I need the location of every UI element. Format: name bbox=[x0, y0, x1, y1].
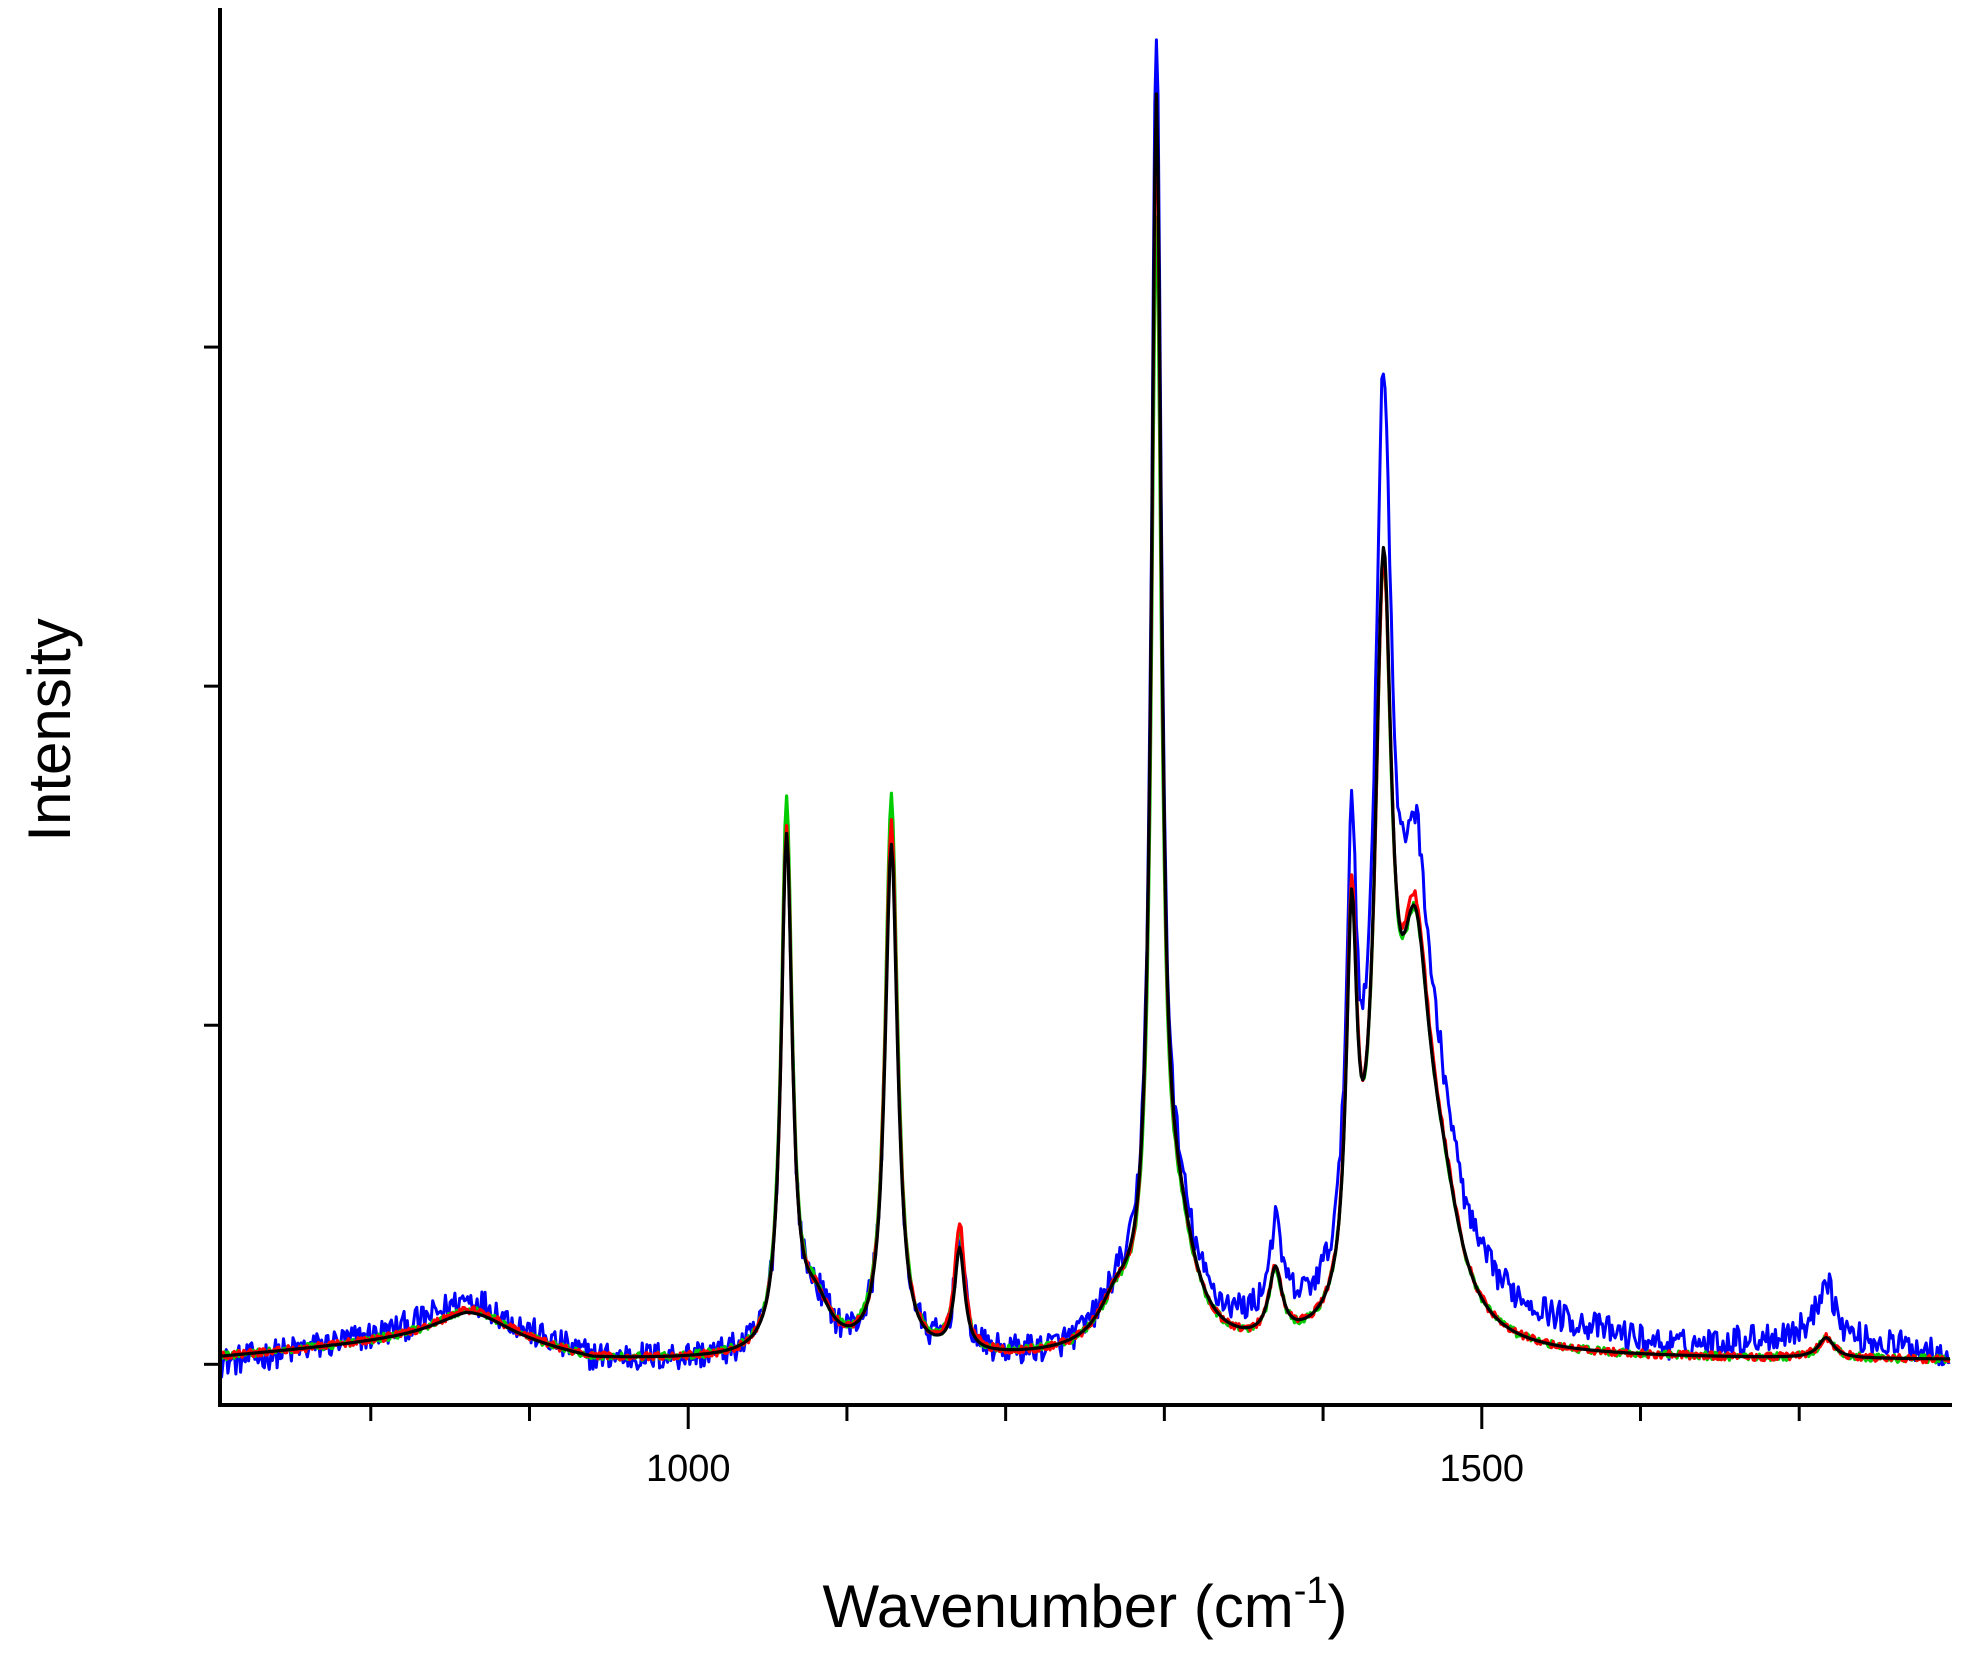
spectrum-series-2 bbox=[218, 215, 1951, 1365]
spectrum-series-1 bbox=[219, 38, 1951, 1379]
x-axis-title: Wavenumber (cm-1) bbox=[823, 1570, 1348, 1640]
series-layer bbox=[218, 38, 1951, 1379]
x-tick-label-1000: 1000 bbox=[646, 1448, 731, 1490]
x-axis-title-main: Wavenumber (cm bbox=[823, 1573, 1294, 1640]
x-tick-label-1500: 1500 bbox=[1440, 1448, 1525, 1490]
x-axis-title-superscript: -1 bbox=[1294, 1570, 1328, 1612]
spectrum-series-4 bbox=[219, 92, 1951, 1361]
x-axis-title-close: ) bbox=[1328, 1573, 1348, 1640]
y-ticks bbox=[204, 345, 220, 1366]
y-axis-title: Intensity bbox=[16, 618, 83, 841]
spectrum-series-3 bbox=[219, 122, 1951, 1365]
x-ticks: 1000 1500 bbox=[369, 1405, 1801, 1490]
